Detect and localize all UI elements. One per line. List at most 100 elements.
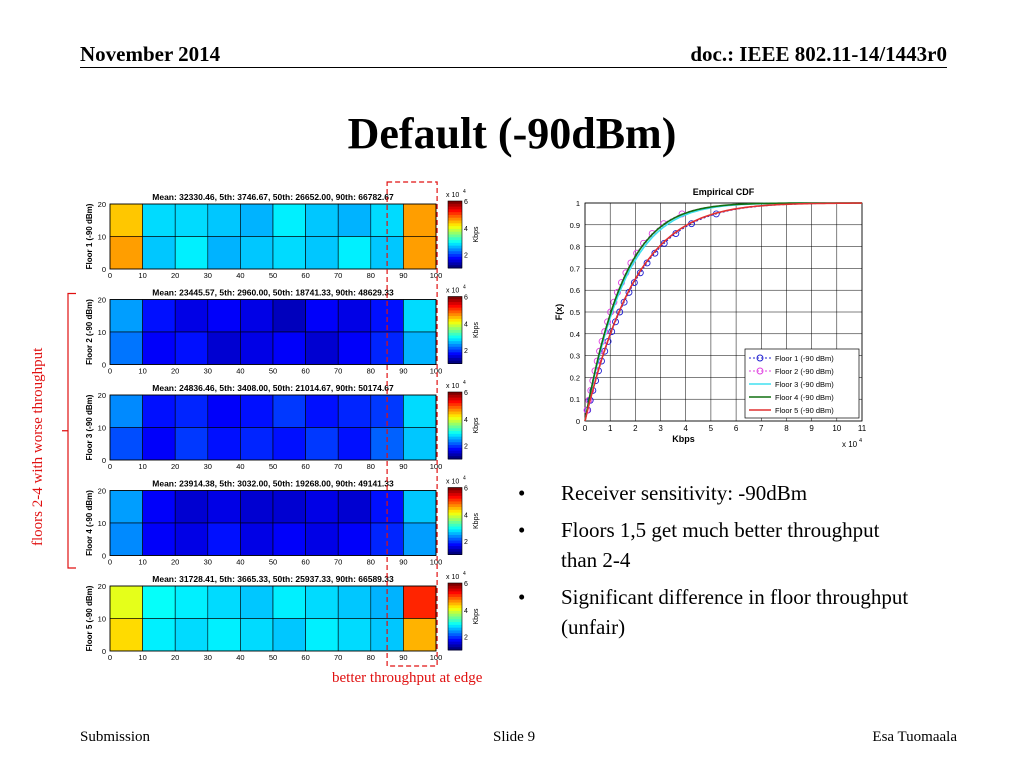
heatmap-cell xyxy=(142,331,176,365)
colorbar-band xyxy=(448,610,462,615)
heatmap-cell xyxy=(240,236,274,270)
cdf-title: Empirical CDF xyxy=(693,187,755,197)
heatmap-cell xyxy=(109,299,143,333)
heatmap-cell xyxy=(174,522,209,556)
heatmap-x-tick: 60 xyxy=(301,558,309,567)
colorbar-tick: 6 xyxy=(464,486,468,493)
colorbar-band xyxy=(448,357,462,362)
floor-heatmap-panel: Mean: 23914.38, 5th: 3032.00, 50th: 1926… xyxy=(85,476,480,567)
colorbar-exponent: x 10 xyxy=(446,574,459,581)
heatmap-cell xyxy=(207,585,241,619)
heatmap-y-label: Floor 5 (-90 dBm) xyxy=(85,585,94,651)
colorbar-band xyxy=(448,436,462,440)
heatmap-cell xyxy=(174,585,209,619)
heatmap-x-tick: 40 xyxy=(236,367,244,376)
heatmap-cell xyxy=(240,331,274,365)
colorbar-band xyxy=(448,647,462,651)
colorbar-band xyxy=(448,343,462,348)
edge-annotation: better throughput at edge xyxy=(332,670,483,686)
colorbar-band xyxy=(448,504,462,508)
cdf-x-tick: 1 xyxy=(608,424,613,433)
colorbar-tick: 2 xyxy=(464,539,468,546)
colorbar-band xyxy=(448,403,462,407)
colorbar-band xyxy=(448,543,462,547)
colorbar-band xyxy=(448,408,462,413)
floor-heatmap-panel: Mean: 31728.41, 5th: 3665.33, 50th: 2593… xyxy=(85,571,480,662)
heatmap-x-tick: 90 xyxy=(399,367,407,376)
heatmap-x-tick: 100 xyxy=(430,367,443,376)
colorbar-band xyxy=(448,546,462,550)
colorbar-band xyxy=(448,445,462,449)
heatmap-x-tick: 80 xyxy=(367,653,375,662)
heatmap-cell xyxy=(109,394,143,428)
colorbar-band xyxy=(448,439,462,443)
heatmap-cell xyxy=(272,394,306,428)
cdf-legend-label: Floor 1 (-90 dBm) xyxy=(775,354,834,363)
heatmap-x-tick: 60 xyxy=(301,271,309,280)
cdf-x-tick: 11 xyxy=(858,424,867,433)
colorbar-exponent-power: 4 xyxy=(463,380,466,386)
heatmap-y-label: Floor 1 (-90 dBm) xyxy=(85,203,94,269)
footer-slide-number: Slide 9 xyxy=(493,729,536,745)
heatmap-x-tick: 50 xyxy=(269,653,277,662)
heatmap-cell xyxy=(240,203,274,237)
colorbar-band xyxy=(448,608,462,612)
heatmap-x-tick: 100 xyxy=(430,558,443,567)
colorbar-band xyxy=(448,428,462,432)
colorbar-exponent: x 10 xyxy=(446,479,459,486)
heatmap-cell xyxy=(109,522,143,556)
cdf-legend-label: Floor 3 (-90 dBm) xyxy=(775,380,834,389)
heatmap-cell xyxy=(109,618,143,652)
colorbar-band xyxy=(448,341,462,345)
colorbar-band xyxy=(448,307,462,311)
bullet-list: • Receiver sensitivity: -90dBm • Floors 1,… xyxy=(518,478,918,649)
cdf-x-tick: 0 xyxy=(583,424,588,433)
colorbar-band xyxy=(448,400,462,404)
heatmap-x-tick: 70 xyxy=(334,462,342,471)
heatmap-cell xyxy=(142,490,176,524)
floor-heatmap-panel: Mean: 24836.46, 5th: 3408.00, 50th: 2101… xyxy=(85,380,480,471)
heatmap-cell xyxy=(337,299,372,333)
colorbar-band xyxy=(448,248,462,252)
bullet-text: Receiver sensitivity: -90dBm xyxy=(561,481,808,505)
header-date: November 2014 xyxy=(80,42,221,66)
cdf-y-tick: 0.7 xyxy=(570,264,580,273)
colorbar-band xyxy=(448,332,462,337)
heatmap-x-tick: 0 xyxy=(108,367,112,376)
colorbar-band xyxy=(448,442,462,446)
colorbar-band xyxy=(448,310,462,314)
heatmap-cell xyxy=(403,299,437,333)
heatmap-y-label: Floor 2 (-90 dBm) xyxy=(85,299,94,365)
colorbar-band xyxy=(448,490,462,494)
colorbar-tick: 2 xyxy=(464,253,468,260)
colorbar-exponent: x 10 xyxy=(446,383,459,390)
cdf-x-tick: 9 xyxy=(809,424,814,433)
cdf-x-exponent: x 10 xyxy=(842,440,858,449)
colorbar-band xyxy=(448,588,462,592)
colorbar-band xyxy=(448,532,462,536)
heatmap-cell xyxy=(142,203,176,237)
colorbar-band xyxy=(448,397,462,401)
bullet-dot: • xyxy=(518,481,526,505)
heatmap-title: Mean: 31728.41, 5th: 3665.33, 50th: 2593… xyxy=(152,574,394,584)
colorbar-band xyxy=(448,529,462,533)
colorbar-band xyxy=(448,352,462,356)
colorbar-band xyxy=(448,313,462,317)
cdf-y-tick: 0.4 xyxy=(570,330,580,339)
heatmap-cell xyxy=(207,203,241,237)
heatmap-cell xyxy=(272,331,306,365)
colorbar-band xyxy=(448,217,462,222)
heatmap-cell xyxy=(272,490,306,524)
cdf-legend-label: Floor 2 (-90 dBm) xyxy=(775,367,834,376)
heatmap-cell xyxy=(272,618,306,652)
colorbar-band xyxy=(448,360,462,364)
colorbar-band xyxy=(448,212,462,216)
cdf-y-tick: 0.3 xyxy=(570,352,580,361)
colorbar-band xyxy=(448,521,462,525)
heatmap-cell xyxy=(142,618,176,652)
colorbar-band xyxy=(448,630,462,634)
cdf-x-tick: 6 xyxy=(734,424,739,433)
colorbar-band xyxy=(448,414,462,418)
heatmap-cell xyxy=(174,331,209,365)
colorbar-band xyxy=(448,605,462,609)
